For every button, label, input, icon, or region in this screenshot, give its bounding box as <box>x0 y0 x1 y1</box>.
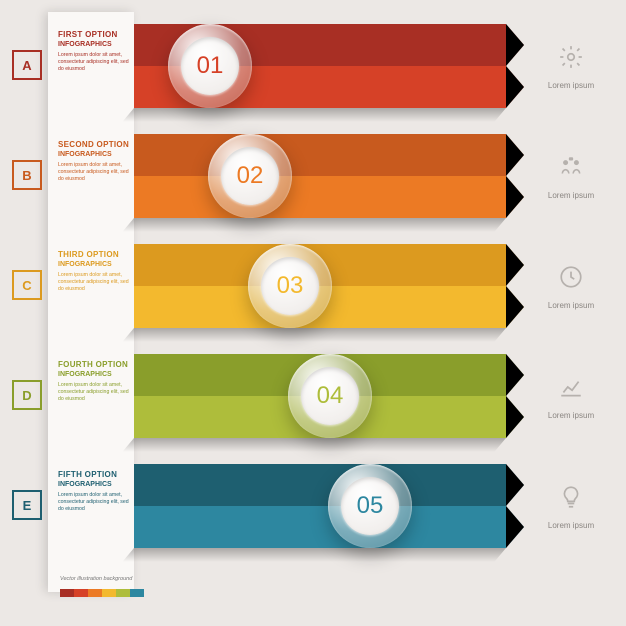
option-body: Lorem ipsum dolor sit amet, consectetur … <box>58 52 134 73</box>
right-label: Lorem ipsum <box>536 411 606 420</box>
number-circle: 05 <box>328 464 412 548</box>
arrow-top <box>134 464 506 506</box>
number-circle: 04 <box>288 354 372 438</box>
option-body: Lorem ipsum dolor sit amet, consectetur … <box>58 492 134 513</box>
swatch <box>88 589 102 597</box>
bulb-icon-block: Lorem ipsum <box>536 484 606 530</box>
number-circle: 02 <box>208 134 292 218</box>
number-label: 04 <box>301 367 359 425</box>
number-circle: 03 <box>248 244 332 328</box>
number-label: 05 <box>341 477 399 535</box>
right-label: Lorem ipsum <box>536 191 606 200</box>
option-title: FOURTH OPTION <box>58 360 134 369</box>
number-label: 01 <box>181 37 239 95</box>
bulb-icon <box>558 497 584 514</box>
gear-icon-block: Lorem ipsum <box>536 44 606 90</box>
arrow-shadow <box>122 218 506 232</box>
option-text: FIRST OPTION INFOGRAPHICS Lorem ipsum dolo… <box>58 30 134 73</box>
number-label: 03 <box>261 257 319 315</box>
arrow-shadow <box>122 548 506 562</box>
clock-icon-block: Lorem ipsum <box>536 264 606 310</box>
option-title: SECOND OPTION <box>58 140 134 149</box>
palette: Vector illustration background <box>60 576 144 602</box>
option-text: THIRD OPTION INFOGRAPHICS Lorem ipsum dolo… <box>58 250 134 293</box>
swatch <box>116 589 130 597</box>
option-subtitle: INFOGRAPHICS <box>58 41 134 48</box>
people-icon-block: Lorem ipsum <box>536 154 606 200</box>
option-text: FIFTH OPTION INFOGRAPHICS Lorem ipsum dolo… <box>58 470 134 513</box>
palette-label: Vector illustration background <box>60 576 144 582</box>
option-title: THIRD OPTION <box>58 250 134 259</box>
option-title: FIRST OPTION <box>58 30 134 39</box>
arrow-top <box>134 134 506 176</box>
row-5: FIFTH OPTION INFOGRAPHICS Lorem ipsum dolo… <box>0 464 626 548</box>
option-subtitle: INFOGRAPHICS <box>58 371 134 378</box>
swatch <box>60 589 74 597</box>
swatch <box>130 589 144 597</box>
row-4: FOURTH OPTION INFOGRAPHICS Lorem ipsum dol… <box>0 354 626 438</box>
chart-icon <box>558 387 584 404</box>
right-label: Lorem ipsum <box>536 301 606 310</box>
swatch <box>74 589 88 597</box>
swatch <box>102 589 116 597</box>
arrow-shadow <box>122 438 506 452</box>
option-subtitle: INFOGRAPHICS <box>58 481 134 488</box>
chart-icon-block: Lorem ipsum <box>536 374 606 420</box>
option-body: Lorem ipsum dolor sit amet, consectetur … <box>58 162 134 183</box>
arrow-shadow <box>122 108 506 122</box>
option-text: SECOND OPTION INFOGRAPHICS Lorem ipsum dol… <box>58 140 134 183</box>
right-label: Lorem ipsum <box>536 521 606 530</box>
gear-icon <box>558 57 584 74</box>
arrow-shadow <box>122 328 506 342</box>
option-subtitle: INFOGRAPHICS <box>58 151 134 158</box>
option-text: FOURTH OPTION INFOGRAPHICS Lorem ipsum dol… <box>58 360 134 403</box>
option-title: FIFTH OPTION <box>58 470 134 479</box>
row-1: FIRST OPTION INFOGRAPHICS Lorem ipsum dolo… <box>0 24 626 108</box>
option-subtitle: INFOGRAPHICS <box>58 261 134 268</box>
people-icon <box>558 167 584 184</box>
number-label: 02 <box>221 147 279 205</box>
option-body: Lorem ipsum dolor sit amet, consectetur … <box>58 382 134 403</box>
option-body: Lorem ipsum dolor sit amet, consectetur … <box>58 272 134 293</box>
arrow-bottom <box>134 176 506 218</box>
row-3: THIRD OPTION INFOGRAPHICS Lorem ipsum dolo… <box>0 244 626 328</box>
right-label: Lorem ipsum <box>536 81 606 90</box>
number-circle: 01 <box>168 24 252 108</box>
row-2: SECOND OPTION INFOGRAPHICS Lorem ipsum dol… <box>0 134 626 218</box>
arrow-bottom <box>134 506 506 548</box>
clock-icon <box>558 277 584 294</box>
